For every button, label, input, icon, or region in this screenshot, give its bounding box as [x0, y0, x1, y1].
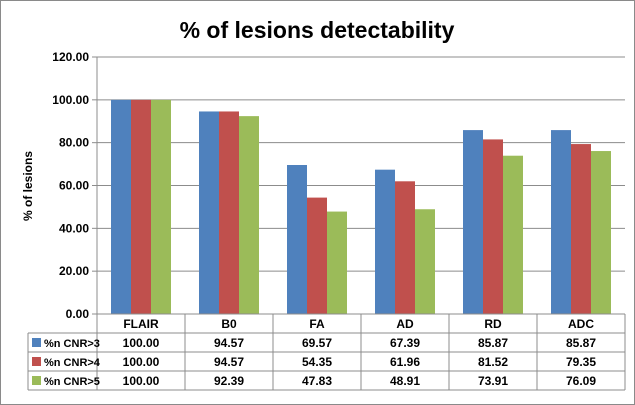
data-label: 76.09	[566, 374, 596, 388]
data-label: 79.35	[566, 355, 596, 369]
y-tick-label: 60.00	[59, 179, 89, 193]
bar	[375, 169, 395, 314]
data-label: 67.39	[390, 336, 420, 350]
category-label: AD	[396, 317, 414, 331]
category-label: B0	[221, 317, 237, 331]
chart-title: % of lesions detectability	[180, 17, 455, 43]
data-label: 73.91	[478, 374, 508, 388]
y-tick-label: 40.00	[59, 221, 89, 235]
legend-swatch	[32, 357, 41, 366]
data-label: 54.35	[302, 355, 332, 369]
gridlines	[92, 56, 625, 315]
data-label: 85.87	[478, 336, 508, 350]
y-tick-label: 100.00	[52, 93, 89, 107]
bar	[307, 197, 327, 314]
data-label: 100.00	[123, 336, 160, 350]
bar	[591, 151, 611, 314]
legend-swatch	[32, 338, 41, 347]
bar	[395, 181, 415, 314]
bar	[131, 99, 151, 314]
category-label: FLAIR	[123, 317, 159, 331]
y-axis-label: % of lesions	[21, 151, 35, 221]
legend-label: %n CNR>5	[44, 376, 100, 388]
bar	[415, 209, 435, 314]
legend-label: %n CNR>4	[44, 357, 101, 369]
bar	[551, 130, 571, 314]
bar	[239, 116, 259, 315]
bar	[287, 165, 307, 314]
data-label: 48.91	[390, 374, 420, 388]
y-tick-label: 20.00	[59, 264, 89, 278]
data-label: 81.52	[478, 355, 508, 369]
category-label: FA	[309, 317, 325, 331]
bars	[111, 99, 611, 315]
data-label: 94.57	[214, 355, 244, 369]
data-label: 94.57	[214, 336, 244, 350]
data-table: FLAIR B0 FA AD RD ADC %n CNR>3 100.00 94.57 69.57…	[27, 313, 626, 391]
data-label: 47.83	[302, 374, 332, 388]
data-label: 61.96	[390, 355, 420, 369]
y-tick-label: 80.00	[59, 136, 89, 150]
y-tick-label: 120.00	[52, 50, 89, 64]
data-label: 100.00	[123, 374, 160, 388]
data-label: 69.57	[302, 336, 332, 350]
category-label: ADC	[568, 317, 594, 331]
bar	[503, 155, 523, 314]
bar	[483, 139, 503, 314]
bar	[463, 130, 483, 314]
bar	[111, 99, 131, 314]
data-label: 85.87	[566, 336, 596, 350]
y-tick-label: 0.00	[66, 307, 90, 321]
bar	[151, 99, 171, 314]
data-label: 100.00	[123, 355, 160, 369]
category-label: RD	[484, 317, 502, 331]
bar	[219, 111, 239, 314]
y-tick-labels: 0.00 20.00 40.00 60.00 80.00 100.00 120.00	[52, 50, 89, 321]
bar	[327, 211, 347, 314]
data-label: 92.39	[214, 374, 244, 388]
bar	[571, 144, 591, 314]
legend-swatch	[32, 376, 41, 385]
bar	[199, 111, 219, 314]
legend-label: %n CNR>3	[44, 338, 100, 350]
